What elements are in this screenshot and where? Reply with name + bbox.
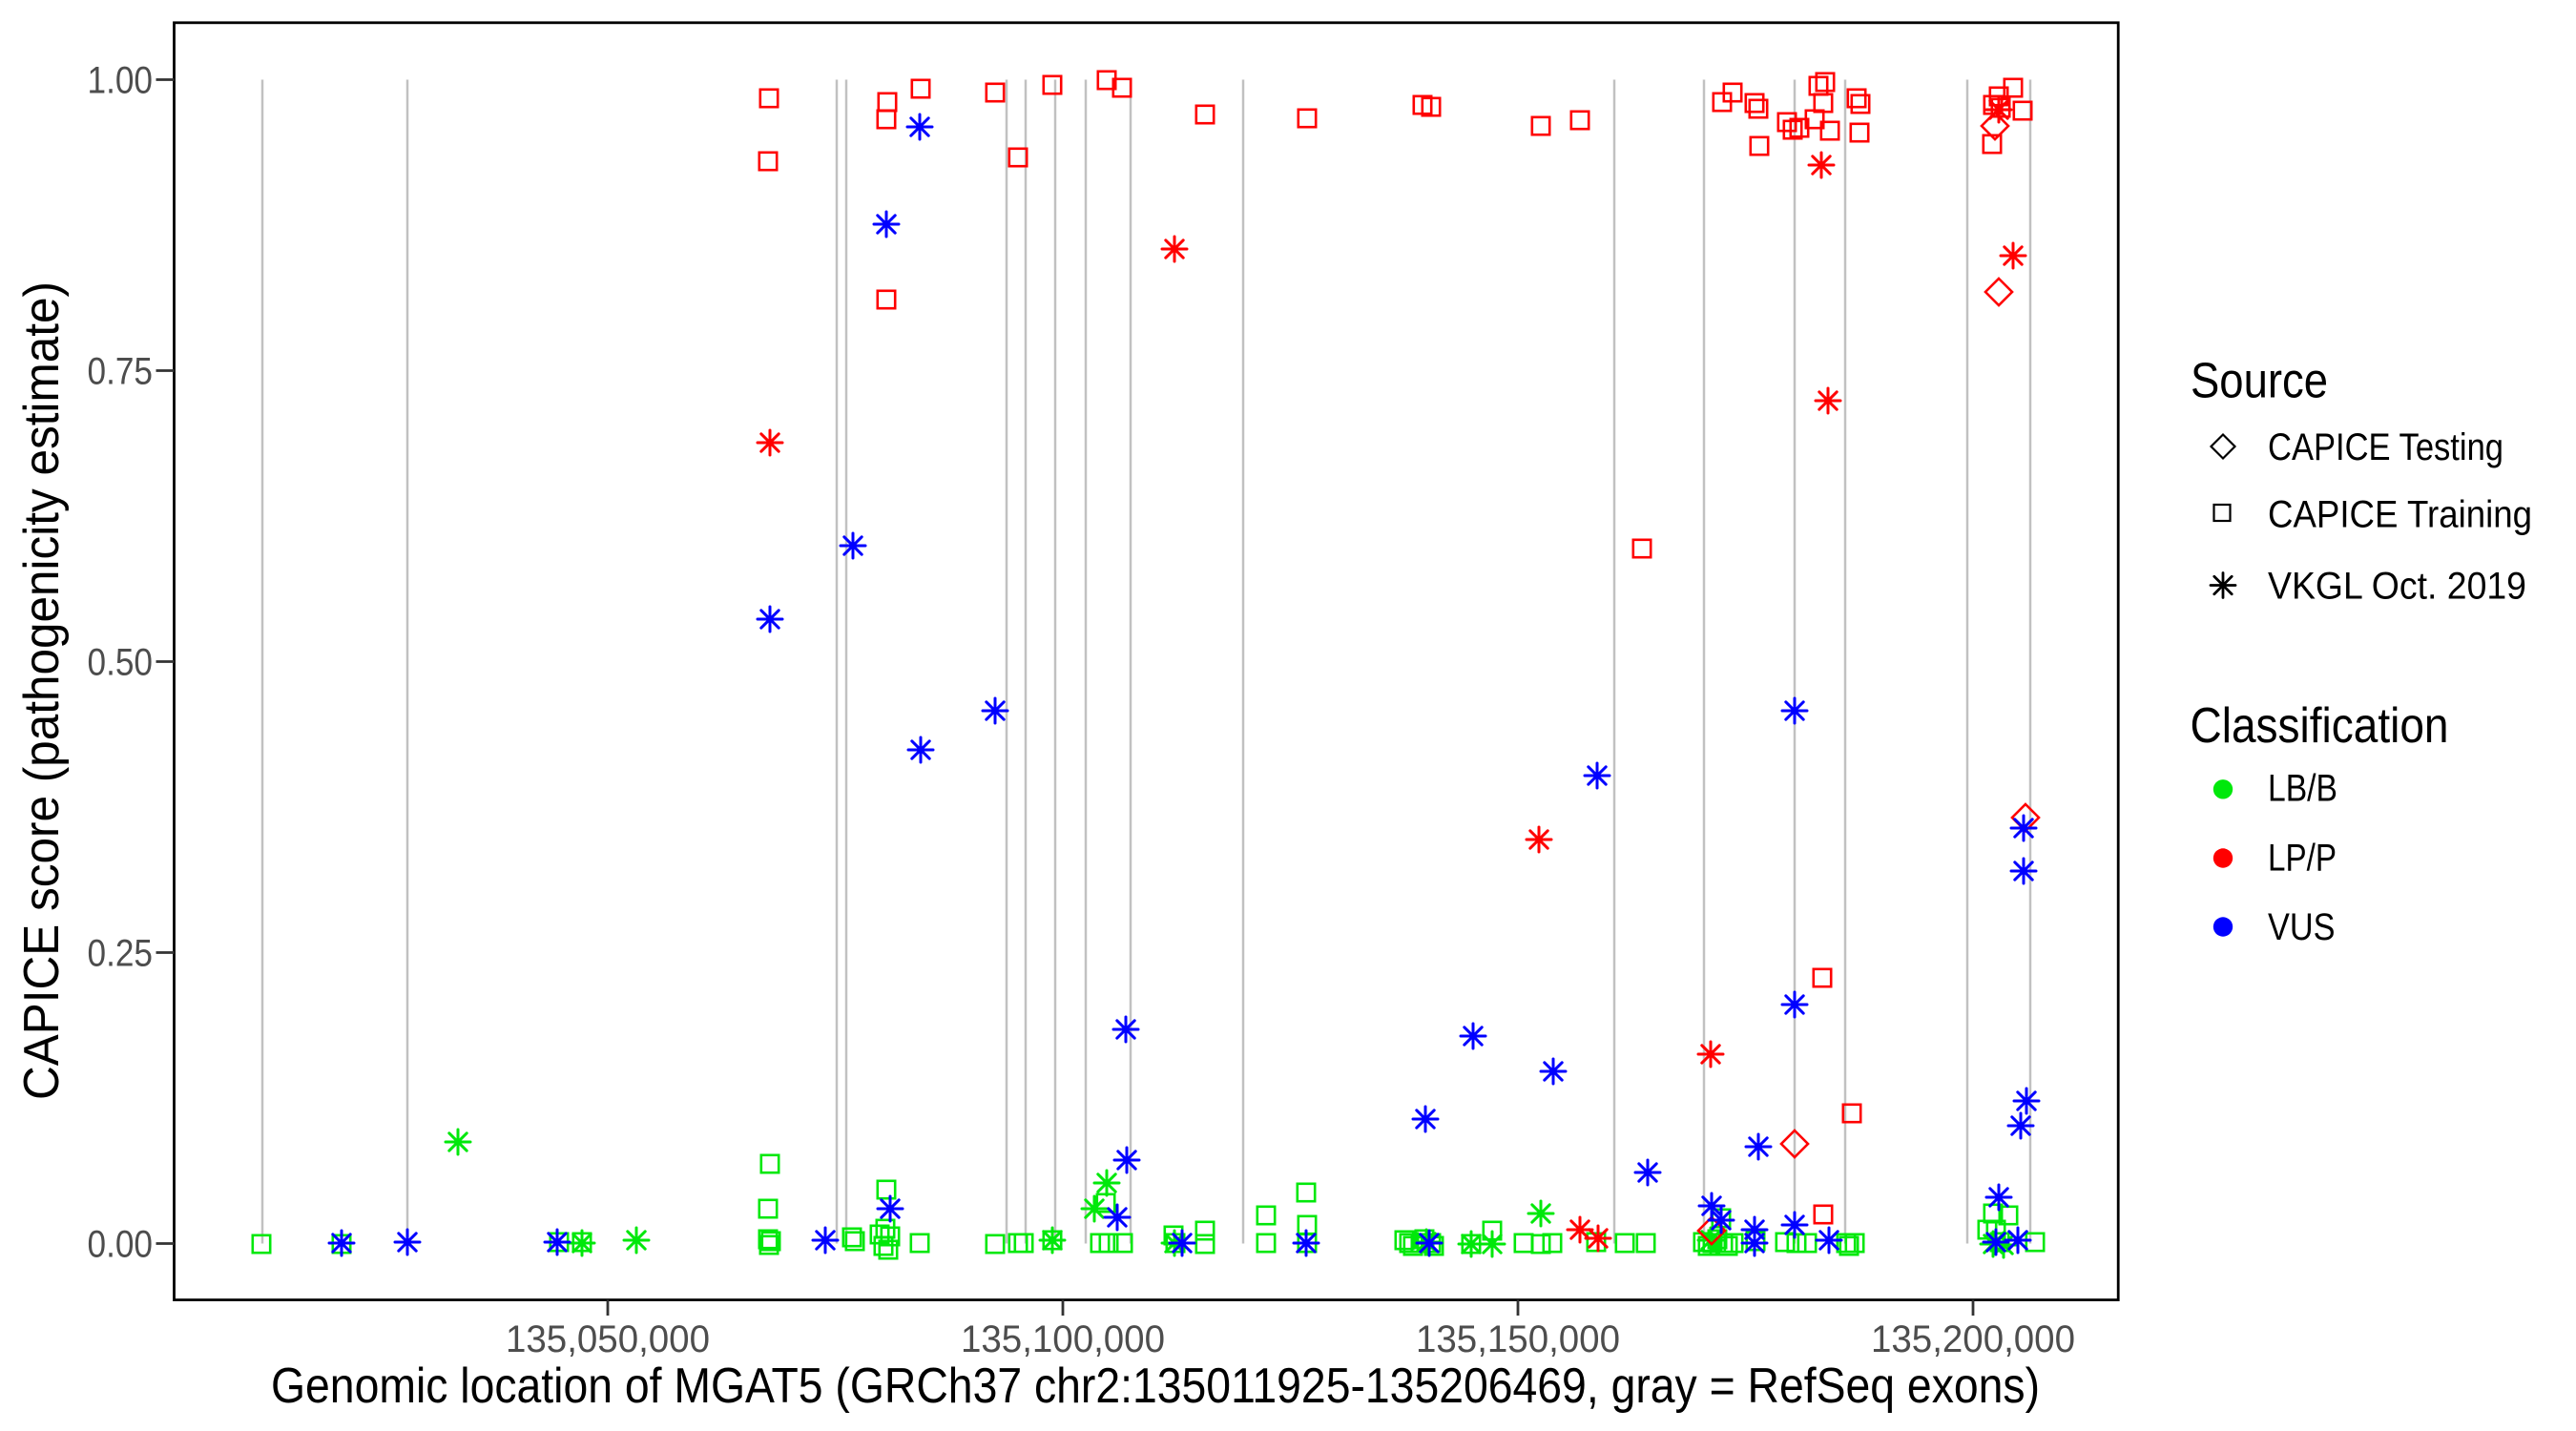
svg-text:0.00: 0.00 [88,1224,154,1266]
svg-text:CAPICE score (pathogenicity es: CAPICE score (pathogenicity estimate) [14,281,70,1100]
svg-text:1.00: 1.00 [88,60,154,102]
svg-text:CAPICE Training: CAPICE Training [2268,494,2532,536]
svg-text:VUS: VUS [2268,906,2336,948]
svg-text:Classification: Classification [2191,698,2449,754]
svg-text:135,200,000: 135,200,000 [1871,1318,2075,1360]
svg-text:Genomic location of MGAT5 (GRC: Genomic location of MGAT5 (GRCh37 chr2:1… [271,1358,2040,1414]
svg-text:135,150,000: 135,150,000 [1416,1318,1620,1360]
svg-text:0.50: 0.50 [88,642,154,684]
svg-text:0.75: 0.75 [88,351,154,393]
svg-text:135,100,000: 135,100,000 [961,1318,1165,1360]
svg-text:VKGL Oct. 2019: VKGL Oct. 2019 [2268,566,2526,608]
svg-text:Source: Source [2191,354,2328,409]
svg-text:CAPICE Testing: CAPICE Testing [2268,426,2503,468]
svg-text:LB/B: LB/B [2268,767,2337,809]
svg-text:LP/P: LP/P [2268,838,2337,880]
svg-text:0.25: 0.25 [88,933,154,975]
svg-text:135,050,000: 135,050,000 [506,1318,710,1360]
